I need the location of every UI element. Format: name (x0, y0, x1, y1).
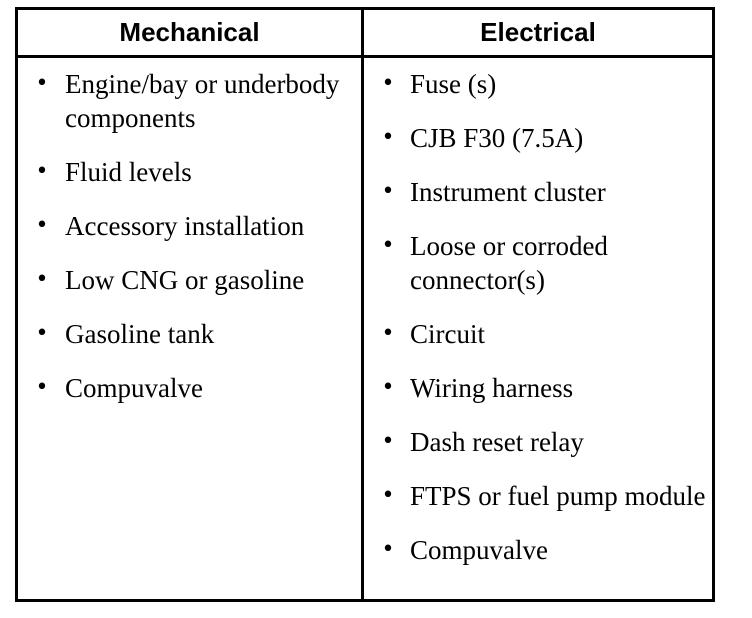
bullet-icon: • (381, 537, 395, 562)
list-item-text: Loose or corroded connector(s) (410, 231, 608, 295)
list-item-text: Low CNG or gasoline (65, 265, 305, 295)
bullet-icon: • (35, 159, 49, 184)
list-item: • Fuse (s) (364, 67, 712, 101)
bullet-icon: • (381, 483, 395, 508)
header-mechanical: Mechanical (18, 10, 364, 55)
list-item-text: CJB F30 (7.5A) (410, 123, 584, 153)
bullet-icon: • (35, 267, 49, 292)
list-item-text: Gasoline tank (65, 319, 215, 349)
list-item: • Fluid levels (18, 155, 361, 189)
list-item-text: Compuvalve (410, 535, 548, 565)
list-item: • Instrument cluster (364, 175, 712, 209)
list-item: • Gasoline tank (18, 317, 361, 351)
list-item: • Accessory installation (18, 209, 361, 243)
table-body-row: • Engine/bay or underbody components • Flui… (18, 58, 712, 599)
mechanical-cell: • Engine/bay or underbody components • Flui… (18, 58, 364, 599)
list-item-text: FTPS or fuel pump module (410, 481, 706, 511)
bullet-icon: • (381, 233, 395, 258)
list-item-text: Fuse (s) (410, 69, 497, 99)
bullet-icon: • (381, 71, 395, 96)
bullet-icon: • (35, 321, 49, 346)
list-item-text: Circuit (410, 319, 485, 349)
mechanical-list: • Engine/bay or underbody components • Flui… (18, 67, 361, 405)
list-item-text: Wiring harness (410, 373, 574, 403)
electrical-cell: • Fuse (s) • CJB F30 (7.5A) • Instrument clus… (364, 58, 712, 599)
list-item-text: Engine/bay or underbody components (65, 69, 340, 133)
list-item-text: Compuvalve (65, 373, 203, 403)
list-item: • Compuvalve (18, 371, 361, 405)
bullet-icon: • (381, 321, 395, 346)
list-item: • Circuit (364, 317, 712, 351)
diagnostic-table: Mechanical Electrical • Engine/bay or und… (15, 7, 715, 602)
bullet-icon: • (35, 213, 49, 238)
list-item-text: Dash reset relay (410, 427, 584, 457)
list-item: • Dash reset relay (364, 425, 712, 459)
list-item: • Engine/bay or underbody components (18, 67, 361, 135)
list-item-text: Instrument cluster (410, 177, 606, 207)
list-item-text: Fluid levels (65, 157, 192, 187)
bullet-icon: • (381, 375, 395, 400)
table-header-row: Mechanical Electrical (18, 10, 712, 58)
list-item: • Low CNG or gasoline (18, 263, 361, 297)
bullet-icon: • (381, 125, 395, 150)
bullet-icon: • (35, 71, 49, 96)
list-item: • FTPS or fuel pump module (364, 479, 712, 513)
list-item: • Loose or corroded connector(s) (364, 229, 712, 297)
list-item-text: Accessory installation (65, 211, 305, 241)
list-item: • Wiring harness (364, 371, 712, 405)
bullet-icon: • (381, 179, 395, 204)
bullet-icon: • (381, 429, 395, 454)
electrical-list: • Fuse (s) • CJB F30 (7.5A) • Instrument clus… (364, 67, 712, 567)
bullet-icon: • (35, 375, 49, 400)
list-item: • CJB F30 (7.5A) (364, 121, 712, 155)
list-item: • Compuvalve (364, 533, 712, 567)
header-electrical: Electrical (480, 17, 596, 47)
